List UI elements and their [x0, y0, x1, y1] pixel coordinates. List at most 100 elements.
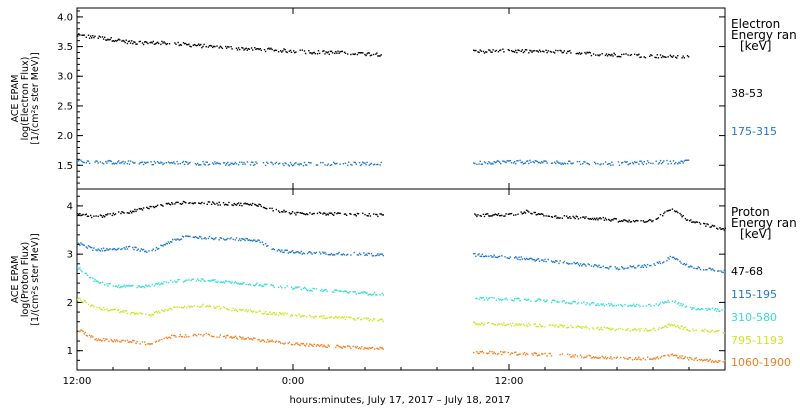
electron-data-point [504, 161, 506, 163]
proton-data-point [535, 325, 537, 328]
proton-data-point [361, 318, 363, 320]
proton-data-point [315, 288, 318, 290]
proton-data-point [256, 311, 258, 314]
proton-data-point [205, 238, 207, 240]
electron-data-point [334, 52, 336, 55]
proton-data-point [220, 307, 222, 309]
proton-data-point [274, 341, 276, 343]
proton-data-point [300, 212, 302, 214]
proton-data-point [301, 343, 303, 345]
proton-data-point [201, 201, 203, 204]
proton-data-point [595, 356, 597, 358]
proton-data-point [239, 309, 241, 311]
proton-data-point [311, 213, 313, 215]
proton-data-point [578, 265, 581, 267]
electron-data-point [474, 162, 476, 165]
proton-data-point [552, 299, 555, 301]
proton-data-point [666, 301, 668, 303]
proton-data-point [684, 356, 687, 358]
proton-data-point [91, 335, 93, 337]
proton-data-point [525, 299, 528, 301]
electron-data-point [478, 163, 480, 165]
proton-data-point [355, 347, 357, 349]
proton-data-point [191, 305, 193, 308]
proton-data-point [709, 226, 711, 228]
proton-data-point [504, 324, 506, 326]
electron-data-point [254, 47, 256, 49]
proton-data-point [248, 338, 251, 340]
electron-ylabel-line: [1/(cm²s ster MeV)] [30, 52, 41, 144]
proton-data-point [212, 237, 214, 240]
electron-data-point [221, 47, 224, 50]
proton-data-point [249, 239, 252, 242]
proton-data-point [231, 204, 233, 206]
electron-data-point [134, 162, 136, 164]
proton-data-point [671, 208, 674, 210]
proton-data-point [90, 336, 92, 338]
proton-data-point [252, 339, 254, 341]
electron-data-point [155, 42, 158, 44]
proton-data-point [538, 298, 541, 300]
proton-data-point [102, 337, 105, 340]
electron-data-point [188, 43, 190, 45]
proton-data-point [216, 336, 218, 338]
proton-data-point [78, 242, 80, 245]
electron-data-point [216, 161, 218, 164]
electron-data-point [274, 49, 276, 51]
proton-data-point [271, 339, 273, 341]
proton-data-point [194, 334, 197, 336]
electron-data-point [531, 51, 533, 53]
electron-data-point [154, 43, 157, 45]
proton-data-point [196, 278, 199, 280]
proton-data-point [333, 317, 335, 319]
proton-data-point [692, 221, 694, 223]
proton-data-point [520, 256, 522, 258]
proton-data-point [328, 316, 330, 319]
proton-data-point [666, 210, 668, 212]
electron-data-point [497, 160, 500, 162]
proton-data-point [106, 283, 108, 285]
proton-data-point [379, 253, 381, 255]
proton-data-point [722, 228, 724, 230]
proton-data-point [488, 297, 490, 300]
proton-data-point [537, 298, 540, 300]
proton-data-point [85, 334, 87, 337]
electron-data-point [314, 52, 316, 55]
electron-data-point [343, 51, 346, 53]
electron-data-point [286, 51, 288, 54]
electron-data-point [95, 160, 97, 162]
electron-data-point [186, 43, 188, 46]
electron-data-point [354, 53, 356, 55]
proton-data-point [714, 330, 717, 333]
proton-data-point [511, 322, 514, 324]
electron-data-point [625, 53, 627, 55]
proton-data-point [258, 239, 260, 241]
proton-data-point [101, 281, 104, 283]
proton-data-point [315, 345, 318, 347]
proton-data-point [203, 333, 205, 336]
electron-data-point [237, 47, 240, 49]
electron-data-point [546, 162, 548, 164]
proton-data-point [376, 347, 378, 349]
proton-data-point [364, 213, 366, 216]
proton-data-point [134, 313, 136, 315]
proton-data-point [145, 250, 147, 252]
proton-data-point [696, 359, 698, 361]
proton-data-point [174, 306, 176, 308]
proton-data-point [101, 250, 104, 252]
proton-data-point [356, 345, 359, 348]
proton-data-point [105, 214, 107, 216]
proton-data-point [354, 213, 356, 216]
electron-data-point [132, 161, 134, 163]
electron-data-point [500, 49, 502, 51]
proton-data-point [493, 254, 495, 256]
proton-data-point [523, 257, 526, 260]
electron-data-point [657, 57, 660, 59]
electron-data-point [85, 162, 87, 164]
proton-data-point [605, 219, 608, 221]
proton-data-point [245, 203, 247, 205]
proton-data-point [493, 323, 495, 326]
proton-data-point [203, 237, 205, 240]
electron-data-point [502, 160, 504, 162]
proton-data-point [210, 237, 213, 239]
